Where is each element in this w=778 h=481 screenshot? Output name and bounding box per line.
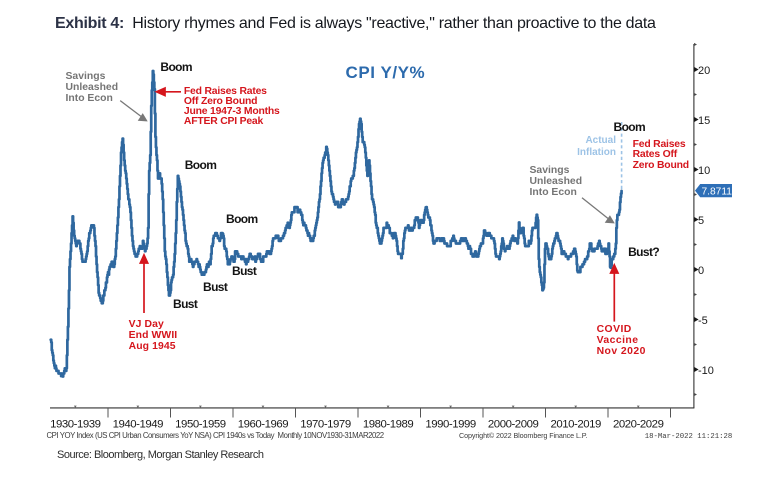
- svg-text:1990-1999: 1990-1999: [425, 419, 476, 431]
- svg-text:1970-1979: 1970-1979: [300, 419, 351, 431]
- svg-text:7.8711: 7.8711: [702, 187, 733, 198]
- svg-text:2000-2009: 2000-2009: [488, 419, 539, 431]
- svg-text:1950-1959: 1950-1959: [175, 419, 226, 431]
- svg-text:10: 10: [698, 165, 710, 177]
- svg-text:15: 15: [698, 115, 710, 127]
- svg-text:1930-1939: 1930-1939: [50, 419, 101, 431]
- svg-text:20: 20: [698, 65, 710, 77]
- svg-text:1980-1989: 1980-1989: [363, 419, 414, 431]
- svg-text:5: 5: [698, 215, 704, 227]
- svg-text:0: 0: [698, 265, 704, 277]
- svg-text:-10: -10: [698, 365, 714, 377]
- svg-text:2020-2029: 2020-2029: [613, 419, 664, 431]
- svg-text:1960-1969: 1960-1969: [238, 419, 289, 431]
- svg-text:1940-1949: 1940-1949: [113, 419, 164, 431]
- svg-text:-5: -5: [698, 315, 708, 327]
- svg-text:2010-2019: 2010-2019: [550, 419, 601, 431]
